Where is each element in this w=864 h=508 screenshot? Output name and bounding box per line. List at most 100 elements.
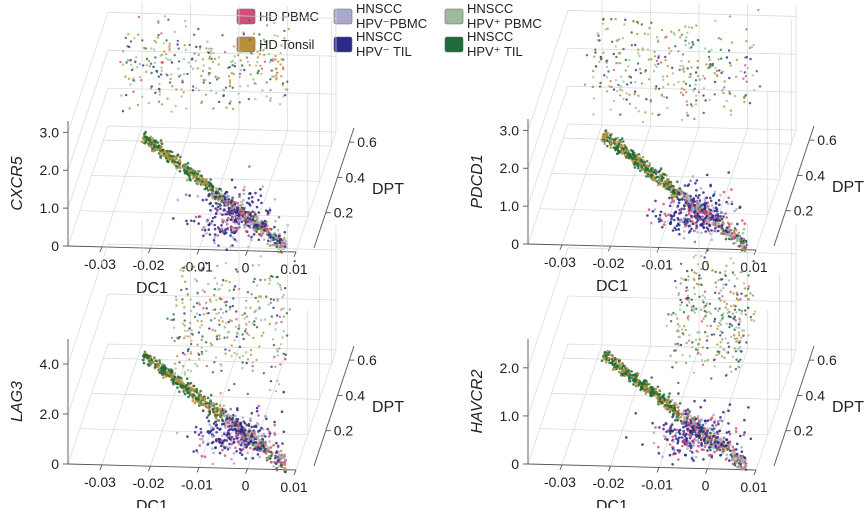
data-point [735, 237, 739, 240]
data-point [173, 375, 177, 379]
data-point [620, 152, 624, 155]
data-point [253, 211, 256, 214]
data-point [684, 198, 688, 202]
data-point [598, 39, 601, 42]
data-point [128, 45, 131, 49]
data-point [634, 155, 637, 158]
z-tick-label: 2.0 [500, 160, 520, 176]
data-point [671, 192, 675, 195]
data-point [256, 56, 260, 59]
data-point [278, 241, 282, 244]
data-point [636, 20, 639, 24]
data-point [200, 320, 203, 323]
data-point [623, 23, 626, 26]
data-point [157, 100, 161, 103]
chart-panel-pdcd1: 01.02.03.0-0.03 -0.02 -0.01 0 0.010.20.40.6D… [469, 0, 864, 295]
data-point [192, 450, 195, 453]
data-point [205, 198, 208, 201]
data-point [221, 311, 225, 315]
data-point [183, 392, 187, 396]
data-point [278, 234, 281, 238]
data-point [653, 208, 657, 211]
data-point [248, 192, 252, 195]
data-point [264, 415, 268, 418]
data-point [228, 66, 231, 69]
data-point [147, 59, 151, 63]
data-point [653, 170, 656, 174]
data-point [717, 199, 721, 202]
data-point [206, 402, 210, 405]
data-point [156, 148, 159, 152]
data-point [266, 457, 269, 461]
data-point [686, 447, 689, 450]
data-point [174, 295, 178, 298]
data-point [260, 234, 263, 238]
data-point [194, 278, 197, 281]
data-point [607, 70, 610, 73]
x-tick-label: -0.03 [544, 474, 576, 490]
data-point [692, 422, 695, 426]
data-point [244, 229, 248, 233]
data-point [240, 453, 244, 457]
data-point [226, 445, 229, 449]
data-point [157, 152, 161, 155]
x-axis-line [527, 243, 757, 251]
data-point [184, 48, 188, 51]
data-point [233, 205, 236, 209]
data-point [685, 100, 688, 103]
data-point [261, 89, 264, 92]
data-point [223, 196, 227, 199]
data-point [246, 84, 250, 88]
data-point [694, 455, 698, 459]
data-point [276, 282, 280, 285]
data-point [174, 104, 177, 108]
data-point [695, 179, 699, 182]
data-point [710, 48, 713, 52]
x-tick [245, 468, 248, 474]
data-point [722, 190, 726, 194]
data-point [134, 60, 137, 64]
data-point [640, 23, 643, 26]
data-point [716, 75, 719, 78]
data-point [135, 66, 139, 69]
data-point [714, 201, 718, 205]
data-point [197, 89, 201, 92]
data-point [628, 102, 632, 106]
data-point [275, 441, 278, 445]
data-point [610, 85, 613, 89]
data-point [200, 437, 204, 441]
data-point [282, 352, 285, 355]
data-point [202, 307, 205, 310]
data-point [172, 326, 176, 329]
data-point [648, 27, 651, 30]
data-point [213, 57, 217, 61]
data-point [198, 403, 201, 406]
data-point [260, 67, 264, 70]
data-point [718, 69, 721, 72]
data-point [679, 36, 682, 39]
data-point [695, 205, 699, 208]
data-point [235, 429, 238, 432]
left-grid-line [527, 343, 569, 465]
data-point [186, 369, 190, 372]
data-point [205, 301, 208, 305]
data-point [209, 178, 212, 181]
data-point [274, 58, 277, 61]
data-point [183, 324, 186, 327]
x-tick [148, 248, 151, 254]
data-point [649, 169, 653, 172]
data-point [191, 174, 194, 177]
data-point [264, 441, 267, 444]
data-point [280, 44, 283, 47]
data-point [735, 208, 738, 211]
data-point [255, 409, 259, 413]
floor-grid-line [755, 349, 797, 471]
data-point [720, 57, 723, 60]
data-point [604, 131, 608, 135]
data-point [704, 230, 707, 233]
data-point [703, 77, 706, 80]
data-point [129, 59, 132, 62]
data-point [207, 282, 210, 286]
data-point [163, 15, 167, 18]
data-point [205, 341, 208, 344]
